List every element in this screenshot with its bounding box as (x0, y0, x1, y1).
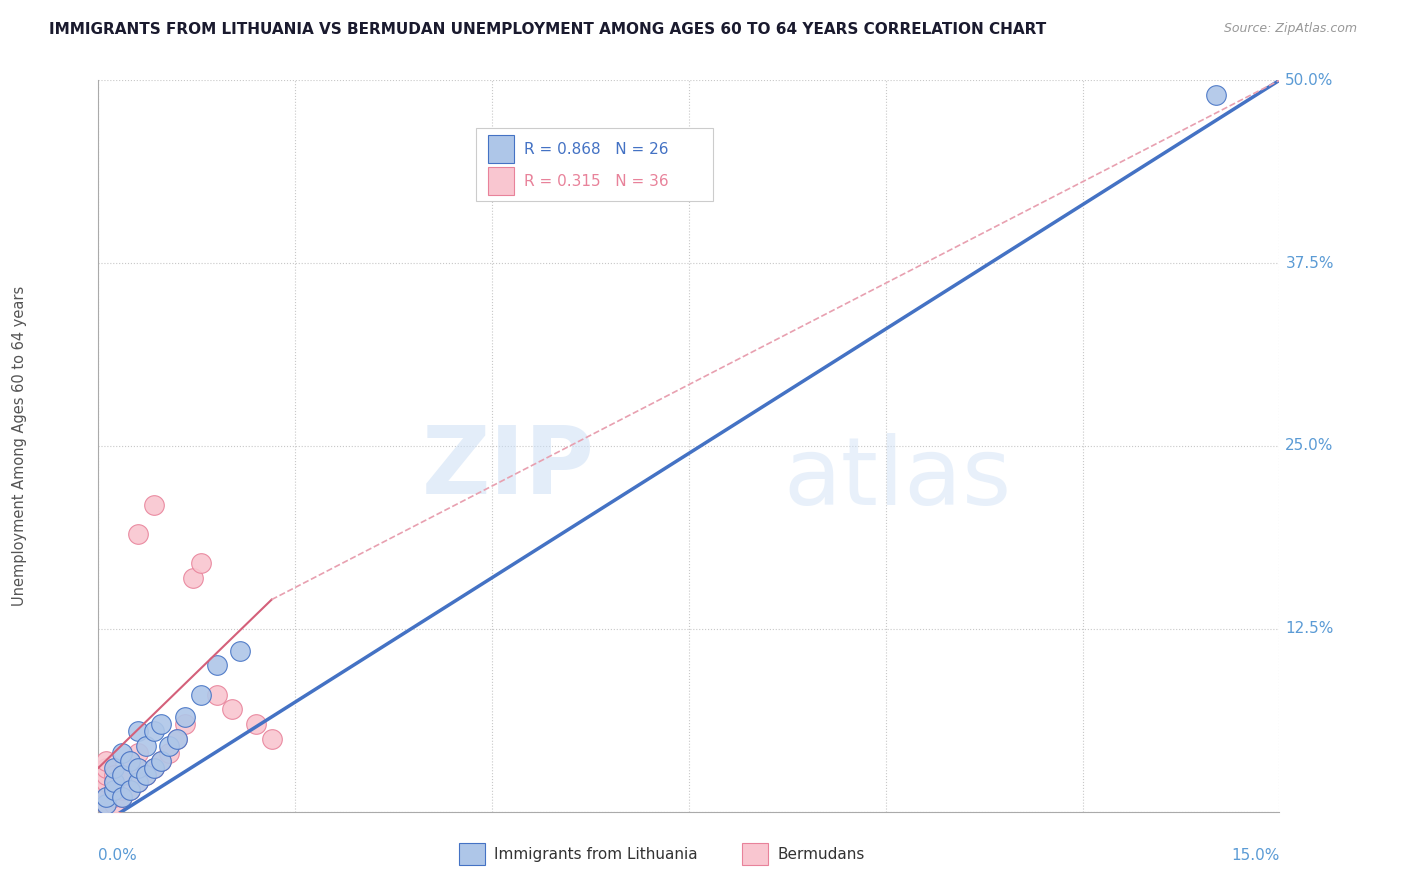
Point (111, 782, 134, 797)
Point (245, 717, 267, 731)
Point (150, 754, 173, 768)
Text: Unemployment Among Ages 60 to 64 years: Unemployment Among Ages 60 to 64 years (13, 285, 27, 607)
Point (221, 702, 243, 716)
Point (103, 782, 125, 797)
Point (127, 775, 149, 789)
Point (157, 739, 180, 753)
FancyBboxPatch shape (488, 168, 515, 195)
Point (157, 746, 180, 760)
Point (103, 775, 125, 789)
Point (229, 644, 252, 658)
Point (118, 754, 141, 768)
Text: Source: ZipAtlas.com: Source: ZipAtlas.com (1223, 22, 1357, 36)
Point (127, 724, 149, 739)
Point (118, 782, 141, 797)
Point (118, 782, 141, 797)
Point (181, 571, 204, 585)
Point (205, 688, 228, 702)
Point (142, 761, 165, 775)
Point (205, 658, 228, 673)
Point (111, 768, 134, 782)
Text: Immigrants from Lithuania: Immigrants from Lithuania (494, 847, 697, 862)
Point (174, 717, 197, 731)
Point (103, 797, 125, 812)
FancyBboxPatch shape (488, 135, 515, 163)
Point (190, 556, 212, 570)
Point (127, 526, 149, 541)
Point (150, 754, 173, 768)
Point (127, 761, 149, 775)
Point (111, 790, 134, 805)
Point (150, 717, 173, 731)
Point (190, 688, 212, 702)
Text: 25.0%: 25.0% (1285, 439, 1334, 453)
Point (96, 797, 118, 812)
Text: 50.0%: 50.0% (1285, 73, 1334, 87)
Point (103, 782, 125, 797)
Text: 12.5%: 12.5% (1285, 622, 1334, 636)
FancyBboxPatch shape (477, 128, 713, 201)
Text: IMMIGRANTS FROM LITHUANIA VS BERMUDAN UNEMPLOYMENT AMONG AGES 60 TO 64 YEARS COR: IMMIGRANTS FROM LITHUANIA VS BERMUDAN UN… (49, 22, 1046, 37)
Text: ZIP: ZIP (422, 422, 595, 514)
Point (96, 790, 118, 805)
Point (103, 775, 125, 789)
Point (135, 768, 157, 782)
Point (142, 498, 165, 512)
Point (103, 790, 125, 805)
FancyBboxPatch shape (458, 843, 485, 865)
Point (127, 746, 149, 760)
Point (135, 739, 157, 753)
Text: R = 0.315   N = 36: R = 0.315 N = 36 (523, 174, 668, 189)
Point (96, 768, 118, 782)
Point (103, 761, 125, 775)
Point (96, 754, 118, 768)
Point (174, 709, 197, 723)
Point (127, 775, 149, 789)
Text: 37.5%: 37.5% (1285, 256, 1334, 270)
Point (260, 731, 283, 746)
Text: Bermudans: Bermudans (778, 847, 865, 862)
Point (96, 761, 118, 775)
Point (111, 775, 134, 789)
Point (118, 754, 141, 768)
Point (142, 761, 165, 775)
FancyBboxPatch shape (742, 843, 768, 865)
Point (1205, 87, 1227, 102)
Point (96, 775, 118, 789)
Point (142, 724, 165, 739)
Point (127, 761, 149, 775)
Point (166, 731, 188, 746)
Point (111, 790, 134, 805)
Point (111, 768, 134, 782)
Point (103, 768, 125, 782)
Text: 15.0%: 15.0% (1232, 848, 1279, 863)
Point (96, 790, 118, 805)
Text: atlas: atlas (783, 433, 1012, 524)
Point (166, 731, 188, 746)
Point (111, 746, 134, 760)
Text: R = 0.868   N = 26: R = 0.868 N = 26 (523, 142, 668, 156)
Text: 0.0%: 0.0% (98, 848, 138, 863)
Point (118, 768, 141, 782)
Point (96, 782, 118, 797)
Point (135, 768, 157, 782)
Point (96, 797, 118, 812)
